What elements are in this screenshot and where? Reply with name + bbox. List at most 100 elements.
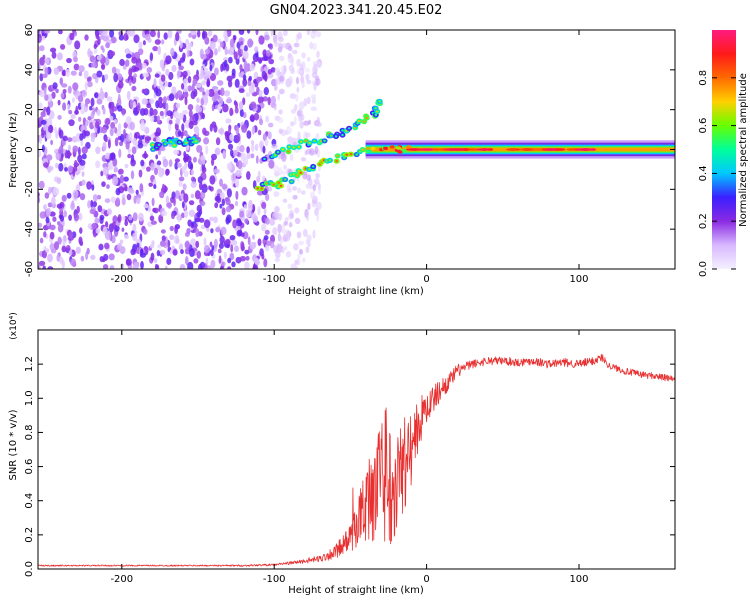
heatmap-cell [61, 194, 67, 202]
heatmap-cell [85, 100, 88, 108]
heatmap-cell [263, 258, 268, 268]
heatmap-cell [299, 121, 304, 129]
heatmap-cell [51, 51, 57, 59]
heatmap-cell [245, 209, 252, 218]
heatmap-cell [56, 203, 63, 209]
heatmap-cell [233, 51, 238, 60]
heatmap-cell [110, 36, 117, 44]
snr-line [38, 353, 675, 567]
heatmap-cell [111, 176, 119, 186]
band-core [544, 148, 554, 151]
heatmap-cell [272, 227, 278, 236]
heatmap-cell [201, 30, 206, 40]
heatmap-cell [312, 42, 317, 51]
y-tick-label: 60 [24, 24, 35, 37]
heatmap-cell [121, 108, 127, 115]
heatmap-cell [154, 167, 158, 176]
heatmap-cell [251, 125, 256, 135]
heatmap-cell [224, 238, 231, 245]
heatmap-cell [153, 258, 158, 263]
heatmap-cell [50, 139, 53, 146]
band-core [576, 148, 593, 151]
heatmap-cell [87, 116, 92, 121]
colorbar-tick-label: 0.4 [698, 165, 709, 181]
arc-blob-core [151, 148, 155, 151]
heatmap-cell [311, 71, 318, 79]
heatmap-cell [174, 161, 179, 170]
heatmap-cell [314, 145, 319, 155]
heatmap-cell [305, 132, 311, 138]
heatmap-cell [262, 49, 268, 57]
heatmap-cell [121, 227, 125, 232]
heatmap-cell [181, 83, 185, 90]
heatmap-cell [260, 66, 264, 73]
heatmap-cell [99, 35, 105, 40]
x-tick-label: 0 [423, 574, 429, 585]
heatmap-cell [251, 143, 255, 153]
heatmap-cell [308, 119, 312, 125]
heatmap-cell [182, 109, 189, 115]
heatmap-cell [43, 162, 49, 168]
heatmap-cell [316, 212, 320, 222]
band-core [533, 148, 543, 151]
heatmap-cell [223, 59, 228, 68]
heatmap-cell [158, 169, 164, 178]
heatmap-cell [180, 249, 184, 255]
heatmap-cell [230, 149, 234, 157]
heatmap-cell [123, 176, 129, 182]
heatmap-cell [256, 76, 261, 84]
heatmap-cell [128, 189, 135, 194]
heatmap-cell [50, 248, 57, 254]
heatmap-cell [45, 132, 52, 140]
heatmap-cell [247, 236, 251, 246]
heatmap-cell [117, 123, 122, 131]
heatmap-cell [294, 259, 299, 266]
heatmap-cell [187, 76, 192, 84]
heatmap-cell [183, 151, 187, 158]
arc-blob-core [261, 183, 264, 186]
heatmap-cell [285, 251, 292, 258]
heatmap-cell [66, 152, 72, 157]
heatmap-cell [227, 257, 232, 264]
heatmap-cell [254, 259, 261, 266]
heatmap-cell [253, 112, 260, 121]
heatmap-cell [102, 107, 106, 115]
heatmap-cell [57, 224, 64, 233]
heatmap-cell [189, 58, 195, 66]
heatmap-cell [64, 167, 69, 172]
heatmap-cell [101, 126, 108, 134]
heatmap-cell [261, 201, 267, 210]
heatmap-cell [203, 96, 209, 104]
heatmap-cell [312, 65, 316, 74]
heatmap-cell [277, 223, 282, 234]
heatmap-cell [111, 66, 117, 75]
heatmap-cell [67, 104, 70, 112]
band-knot [366, 149, 372, 153]
arc-blob-core [173, 144, 176, 147]
heatmap-cell [221, 207, 226, 216]
heatmap-cell [113, 118, 117, 124]
heatmap-cell [257, 129, 262, 136]
heatmap-cell [183, 193, 189, 203]
heatmap-cell [39, 57, 45, 66]
x-tick-label: 0 [423, 274, 429, 285]
heatmap-cell [117, 93, 121, 103]
heatmap-cell [116, 243, 123, 251]
heatmap-cell [313, 178, 320, 185]
heatmap-cell [183, 170, 189, 178]
heatmap-cell [261, 223, 267, 232]
heatmap-cell [310, 106, 318, 111]
heatmap-cell [268, 43, 273, 50]
heatmap-cell [65, 69, 71, 78]
heatmap-cell [49, 211, 56, 217]
heatmap-cell [174, 225, 179, 235]
heatmap-cell [201, 112, 205, 120]
heatmap-cell [307, 241, 311, 248]
heatmap-cell [143, 228, 148, 235]
y-tick-label: 0 [24, 146, 35, 152]
heatmap-cell [276, 69, 281, 79]
arc-blob-core [169, 140, 173, 143]
heatmap-cell [142, 62, 147, 69]
heatmap-cell [225, 98, 232, 104]
heatmap-cell [105, 42, 110, 49]
